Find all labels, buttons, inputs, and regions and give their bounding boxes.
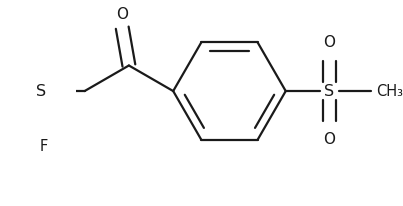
Text: S: S	[36, 84, 46, 98]
Text: S: S	[324, 84, 334, 98]
Text: CH₃: CH₃	[376, 84, 403, 98]
Text: O: O	[116, 7, 128, 22]
Text: O: O	[323, 132, 335, 147]
Text: O: O	[323, 35, 335, 50]
Text: F: F	[40, 139, 48, 154]
